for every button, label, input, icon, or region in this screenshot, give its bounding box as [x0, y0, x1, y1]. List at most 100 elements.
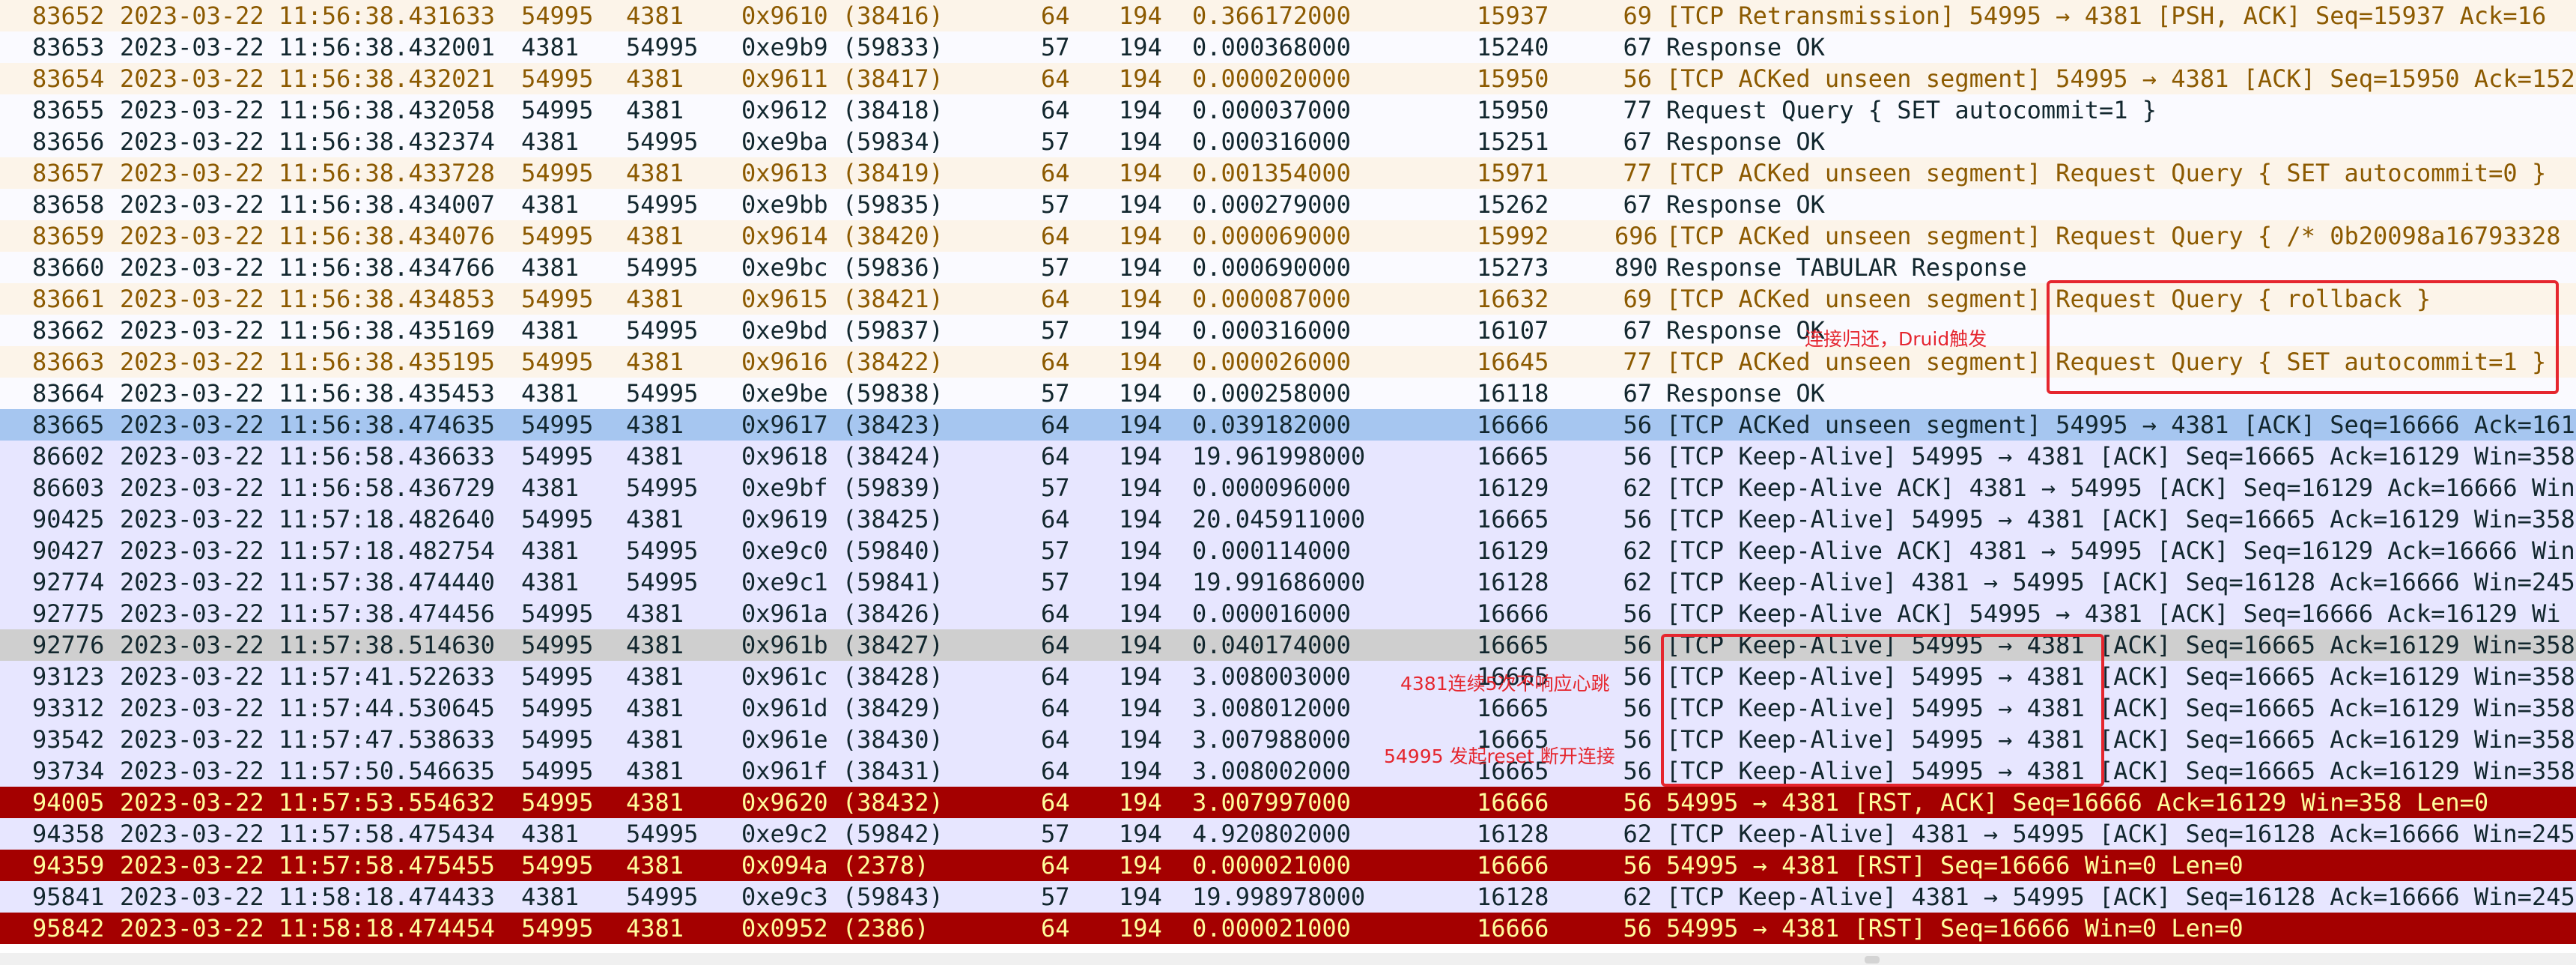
ip-identification-cell: 0xe9ba (59834)	[741, 127, 944, 156]
length-cell: 194	[1119, 631, 1162, 659]
length-cell: 194	[1119, 379, 1162, 408]
length-cell: 194	[1119, 788, 1162, 817]
packet-row[interactable]: 83659 2023-03-22 11:56:38.434076 54995 4381…	[0, 220, 2576, 252]
frame-length-cell: 67	[1623, 190, 1652, 219]
packet-row[interactable]: 94359 2023-03-22 11:57:58.475455 54995 4381…	[0, 850, 2576, 881]
info-cell: [TCP Keep-Alive] 4381 → 54995 [ACK] Seq=…	[1666, 820, 2575, 848]
source-port-cell: 4381	[521, 190, 580, 219]
packet-row[interactable]: 83657 2023-03-22 11:56:38.433728 54995 4381…	[0, 157, 2576, 189]
packet-row[interactable]: 90425 2023-03-22 11:57:18.482640 54995 4381…	[0, 503, 2576, 535]
no-heartbeat-annotation: 4381连续5次不响应心跳	[1400, 673, 1610, 695]
frame-length-cell: 69	[1623, 285, 1652, 313]
destination-port-cell: 4381	[626, 1, 684, 30]
packet-row[interactable]: 92774 2023-03-22 11:57:38.474440 4381 54995…	[0, 566, 2576, 598]
timestamp-cell: 2023-03-22 11:56:38.435169	[120, 316, 495, 345]
ttl-cell: 64	[1041, 694, 1070, 722]
horizontal-scrollbar[interactable]	[0, 953, 2576, 965]
ip-identification-cell: 0x9613 (38419)	[741, 159, 944, 187]
sequence-number-cell: 16665	[1477, 694, 1549, 722]
ttl-cell: 57	[1041, 316, 1070, 345]
packet-row[interactable]: 83660 2023-03-22 11:56:38.434766 4381 54995…	[0, 252, 2576, 283]
source-port-cell: 4381	[521, 536, 580, 565]
frame-length-cell: 56	[1623, 788, 1652, 817]
packet-row[interactable]: 94358 2023-03-22 11:57:58.475434 4381 54995…	[0, 818, 2576, 850]
info-cell: [TCP ACKed unseen segment] Request Query…	[1666, 348, 2547, 376]
packet-row[interactable]: 83654 2023-03-22 11:56:38.432021 54995 4381…	[0, 63, 2576, 94]
frame-number-cell: 83656	[32, 127, 105, 156]
packet-row[interactable]: 83663 2023-03-22 11:56:38.435195 54995 4381…	[0, 346, 2576, 378]
info-cell: [TCP ACKed unseen segment] Request Query…	[1666, 159, 2547, 187]
packet-row[interactable]: 93542 2023-03-22 11:57:47.538633 54995 4381…	[0, 724, 2576, 755]
destination-port-cell: 54995	[626, 253, 699, 282]
packet-row[interactable]: 92775 2023-03-22 11:57:38.474456 54995 4381…	[0, 598, 2576, 629]
packet-row[interactable]: 83661 2023-03-22 11:56:38.434853 54995 4381…	[0, 283, 2576, 315]
info-cell: [TCP Keep-Alive] 4381 → 54995 [ACK] Seq=…	[1666, 568, 2575, 596]
ttl-cell: 64	[1041, 411, 1070, 439]
packet-row[interactable]: 83665 2023-03-22 11:56:38.474635 54995 4381…	[0, 409, 2576, 441]
packet-row[interactable]: 83664 2023-03-22 11:56:38.435453 4381 54995…	[0, 378, 2576, 409]
length-cell: 194	[1119, 316, 1162, 345]
destination-port-cell: 54995	[626, 883, 699, 911]
source-port-cell: 54995	[521, 64, 594, 93]
frame-number-cell: 83659	[32, 222, 105, 250]
ttl-cell: 64	[1041, 159, 1070, 187]
packet-row[interactable]: 93123 2023-03-22 11:57:41.522633 54995 4381…	[0, 661, 2576, 692]
info-cell: [TCP ACKed unseen segment] Request Query…	[1666, 285, 2431, 313]
source-port-cell: 54995	[521, 631, 594, 659]
ttl-cell: 57	[1041, 127, 1070, 156]
reset-annotation: 54995 发起reset 断开连接	[1384, 745, 1615, 767]
ttl-cell: 64	[1041, 631, 1070, 659]
packet-row[interactable]: 86603 2023-03-22 11:56:58.436729 4381 54995…	[0, 472, 2576, 503]
length-cell: 194	[1119, 411, 1162, 439]
timestamp-cell: 2023-03-22 11:58:18.474454	[120, 914, 495, 943]
frame-length-cell: 56	[1623, 505, 1652, 533]
timestamp-cell: 2023-03-22 11:56:38.431633	[120, 1, 495, 30]
time-delta-cell: 19.961998000	[1192, 442, 1366, 471]
frame-number-cell: 83665	[32, 411, 105, 439]
ttl-cell: 57	[1041, 820, 1070, 848]
ip-identification-cell: 0xe9c0 (59840)	[741, 536, 944, 565]
scrollbar-thumb[interactable]	[1865, 956, 1880, 964]
length-cell: 194	[1119, 474, 1162, 502]
packet-row[interactable]: 93312 2023-03-22 11:57:44.530645 54995 4381…	[0, 692, 2576, 724]
ip-identification-cell: 0xe9bc (59836)	[741, 253, 944, 282]
time-delta-cell: 19.991686000	[1192, 568, 1366, 596]
time-delta-cell: 0.000316000	[1192, 316, 1351, 345]
sequence-number-cell: 16129	[1477, 536, 1549, 565]
info-cell: 54995 → 4381 [RST] Seq=16666 Win=0 Len=0	[1666, 851, 2244, 880]
ip-identification-cell: 0x094a (2378)	[741, 851, 929, 880]
packet-row[interactable]: 90427 2023-03-22 11:57:18.482754 4381 54995…	[0, 535, 2576, 566]
packet-row[interactable]: 92776 2023-03-22 11:57:38.514630 54995 4381…	[0, 629, 2576, 661]
info-cell: [TCP Keep-Alive ACK] 4381 → 54995 [ACK] …	[1666, 536, 2575, 565]
packet-row[interactable]: 95842 2023-03-22 11:58:18.474454 54995 4381…	[0, 913, 2576, 944]
sequence-number-cell: 16665	[1477, 631, 1549, 659]
destination-port-cell: 54995	[626, 536, 699, 565]
packet-row[interactable]: 94005 2023-03-22 11:57:53.554632 54995 4381…	[0, 787, 2576, 818]
time-delta-cell: 0.000020000	[1192, 64, 1351, 93]
ttl-cell: 64	[1041, 442, 1070, 471]
time-delta-cell: 19.998978000	[1192, 883, 1366, 911]
destination-port-cell: 4381	[626, 159, 684, 187]
sequence-number-cell: 15273	[1477, 253, 1549, 282]
sequence-number-cell: 16632	[1477, 285, 1549, 313]
packet-row[interactable]: 83652 2023-03-22 11:56:38.431633 54995 4381…	[0, 0, 2576, 31]
packet-row[interactable]: 83655 2023-03-22 11:56:38.432058 54995 4381…	[0, 94, 2576, 126]
packet-row[interactable]: 83653 2023-03-22 11:56:38.432001 4381 54995…	[0, 31, 2576, 63]
timestamp-cell: 2023-03-22 11:56:38.433728	[120, 159, 495, 187]
ip-identification-cell: 0xe9c3 (59843)	[741, 883, 944, 911]
packet-row[interactable]: 86602 2023-03-22 11:56:58.436633 54995 4381…	[0, 441, 2576, 472]
timestamp-cell: 2023-03-22 11:58:18.474433	[120, 883, 495, 911]
packet-row[interactable]: 83662 2023-03-22 11:56:38.435169 4381 54995…	[0, 315, 2576, 346]
source-port-cell: 54995	[521, 348, 594, 376]
ip-identification-cell: 0x9611 (38417)	[741, 64, 944, 93]
frame-length-cell: 56	[1623, 599, 1652, 628]
packet-row[interactable]: 93734 2023-03-22 11:57:50.546635 54995 4381…	[0, 755, 2576, 787]
packet-row[interactable]: 83656 2023-03-22 11:56:38.432374 4381 54995…	[0, 126, 2576, 157]
packet-row[interactable]: 83658 2023-03-22 11:56:38.434007 4381 54995…	[0, 189, 2576, 220]
ip-identification-cell: 0x9614 (38420)	[741, 222, 944, 250]
length-cell: 194	[1119, 883, 1162, 911]
source-port-cell: 54995	[521, 914, 594, 943]
sequence-number-cell: 16107	[1477, 316, 1549, 345]
packet-row[interactable]: 95841 2023-03-22 11:58:18.474433 4381 54995…	[0, 881, 2576, 913]
